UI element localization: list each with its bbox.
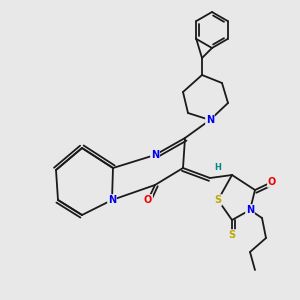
Text: S: S <box>214 195 222 205</box>
Text: N: N <box>246 205 254 215</box>
Text: N: N <box>206 115 214 125</box>
Text: O: O <box>268 177 276 187</box>
Text: N: N <box>108 195 116 205</box>
Text: N: N <box>151 150 159 160</box>
Text: O: O <box>144 195 152 205</box>
Text: S: S <box>228 230 236 240</box>
Text: H: H <box>214 164 221 172</box>
